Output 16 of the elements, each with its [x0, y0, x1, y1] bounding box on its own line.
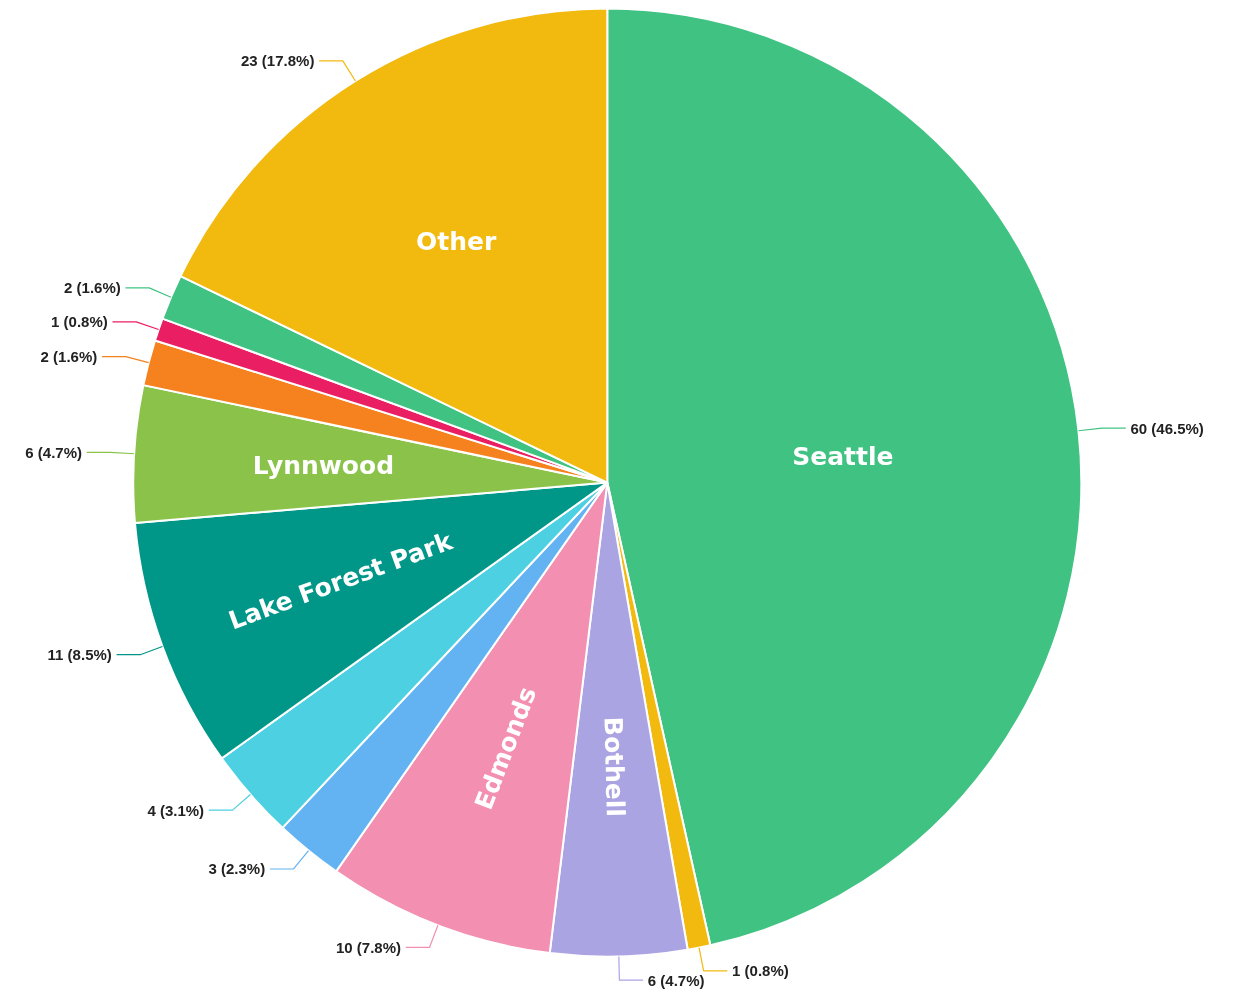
data-label: 4 (3.1%): [147, 801, 205, 819]
data-label: 6 (4.7%): [647, 971, 705, 989]
data-label: 23 (17.8%): [241, 52, 315, 70]
data-label: 2 (1.6%): [40, 348, 98, 366]
data-label: 6 (4.7%): [25, 443, 83, 461]
slice-label: Seattle: [792, 442, 894, 472]
data-label: 3 (2.3%): [208, 860, 266, 878]
slice-label: Bothell: [598, 716, 630, 818]
slice-label: Other: [416, 227, 497, 257]
data-label: 10 (7.8%): [335, 938, 402, 956]
data-label: 11 (8.5%): [47, 646, 112, 664]
slice-label: Lynnwood: [252, 450, 395, 480]
data-label: 2 (1.6%): [64, 279, 121, 297]
data-label: 60 (46.5%): [1130, 419, 1204, 437]
data-label: 1 (0.8%): [51, 313, 108, 331]
data-label: 1 (0.8%): [732, 962, 789, 980]
